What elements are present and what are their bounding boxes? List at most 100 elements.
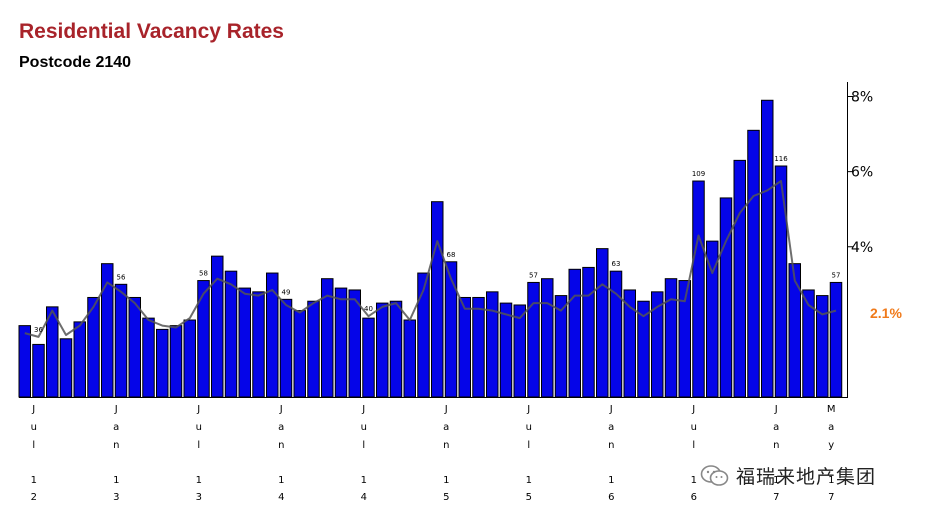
x-tick-year-char: 1 xyxy=(526,475,532,486)
trend-line xyxy=(24,180,837,338)
bar xyxy=(183,319,196,398)
x-tick-month-char: J xyxy=(774,404,778,415)
x-tick-month-char: u xyxy=(526,422,532,433)
x-tick-month-char: l xyxy=(362,440,365,451)
y-tick-label: 6% xyxy=(851,165,873,181)
bar xyxy=(568,268,581,398)
x-tick-year-char: 1 xyxy=(608,475,614,486)
bar xyxy=(59,338,73,398)
x-tick-month-char: J xyxy=(114,404,118,415)
data-label: 40 xyxy=(364,305,373,313)
bar xyxy=(376,302,389,398)
bar xyxy=(761,99,774,398)
bar xyxy=(582,266,595,398)
data-label: 116 xyxy=(774,155,788,163)
x-tick-year-char: 4 xyxy=(278,492,284,503)
bar xyxy=(403,319,416,398)
x-tick-month-char: J xyxy=(196,404,200,415)
x-tick-month-char: J xyxy=(279,404,283,415)
x-tick-year-char: 5 xyxy=(443,492,449,503)
data-label: 58 xyxy=(199,270,208,278)
x-tick-month-char: a xyxy=(278,422,284,433)
x-tick-month-char: u xyxy=(361,422,367,433)
x-tick-month-char: a xyxy=(113,422,119,433)
bar xyxy=(733,159,746,398)
bar xyxy=(458,296,471,398)
x-tick-month-char: J xyxy=(609,404,613,415)
x-tick-year-char: 1 xyxy=(278,475,284,486)
bar xyxy=(747,129,760,398)
x-tick-month-char: y xyxy=(828,440,834,451)
bar xyxy=(431,201,444,398)
x-tick-month-char: u xyxy=(196,422,202,433)
x-tick-month-char: n xyxy=(443,440,449,451)
watermark-text: 福瑞来地产集团 xyxy=(736,466,877,488)
x-tick-year-char: 1 xyxy=(361,475,367,486)
current-vacancy-rate: 2.1% xyxy=(870,305,902,321)
x-tick-year-char: 1 xyxy=(773,475,779,486)
x-tick-year-char: 2 xyxy=(31,492,37,503)
x-tick-label: Jan 1 4 xyxy=(278,404,284,503)
x-tick-month-char: J xyxy=(444,404,448,415)
chart-subtitle: Postcode 2140 xyxy=(19,54,132,71)
bar xyxy=(527,281,540,398)
x-tick-month-char: M xyxy=(827,404,836,415)
data-label: 56 xyxy=(117,273,126,281)
bar xyxy=(142,317,155,398)
axes-layer: 8%6%4%Jul12Jan13Jul13Jan14Jul14Jan15Jul1… xyxy=(19,82,873,503)
x-tick-month-char: n xyxy=(608,440,614,451)
bar xyxy=(829,281,843,398)
bar xyxy=(238,287,251,398)
bar xyxy=(224,270,238,398)
x-tick-month-char: l xyxy=(692,440,695,451)
bar xyxy=(596,248,609,398)
data-label: 63 xyxy=(612,260,621,268)
x-tick-month-char: J xyxy=(526,404,530,415)
data-labels-layer: 36 56 58 49 40 68 57 63 109 116 57 xyxy=(34,155,840,334)
bar xyxy=(389,300,403,398)
x-tick-month-char: u xyxy=(691,422,697,433)
x-tick-year-char: 6 xyxy=(691,492,697,503)
x-tick-label: Jul 1 4 xyxy=(361,404,367,503)
x-tick-month-char: n xyxy=(113,440,119,451)
x-tick-month-char: l xyxy=(197,440,200,451)
data-label: 36 xyxy=(34,326,43,334)
wechat-icon xyxy=(700,464,729,486)
x-tick-year-char: 1 xyxy=(443,475,449,486)
x-tick-month-char: J xyxy=(31,404,35,415)
x-tick-label: Jan 1 5 xyxy=(443,404,449,503)
x-tick-year-char: 1 xyxy=(691,475,697,486)
bar xyxy=(211,255,224,398)
bar xyxy=(472,296,485,398)
x-tick-year-char: 1 xyxy=(31,475,37,486)
x-tick-year-char: 7 xyxy=(773,492,779,503)
bar xyxy=(788,263,801,398)
trend-layer xyxy=(24,180,837,338)
bar xyxy=(293,310,306,398)
bar xyxy=(692,180,705,398)
x-tick-month-char: l xyxy=(527,440,530,451)
x-tick-month-char: a xyxy=(443,422,449,433)
x-tick-label: Jan 1 6 xyxy=(608,404,614,503)
bar xyxy=(156,328,169,398)
data-label: 57 xyxy=(832,271,841,279)
bar xyxy=(128,296,141,398)
data-label: 49 xyxy=(282,288,291,296)
bar xyxy=(279,298,293,398)
x-tick-year-char: 4 xyxy=(361,492,367,503)
y-tick-label: 8% xyxy=(851,90,873,106)
x-tick-label: Jul 1 5 xyxy=(526,404,532,503)
x-tick-month-char: a xyxy=(773,422,779,433)
watermark: 福瑞来地产集团 xyxy=(700,462,876,489)
bar xyxy=(444,261,458,398)
x-tick-year-char: 1 xyxy=(113,475,119,486)
bar xyxy=(169,325,183,398)
x-tick-year-char: 3 xyxy=(196,492,202,503)
bar xyxy=(307,300,320,398)
bar xyxy=(486,291,499,398)
x-tick-month-char: u xyxy=(31,422,37,433)
bar xyxy=(774,165,788,398)
bar xyxy=(664,278,678,398)
x-tick-label: May 1 7 xyxy=(827,404,836,503)
